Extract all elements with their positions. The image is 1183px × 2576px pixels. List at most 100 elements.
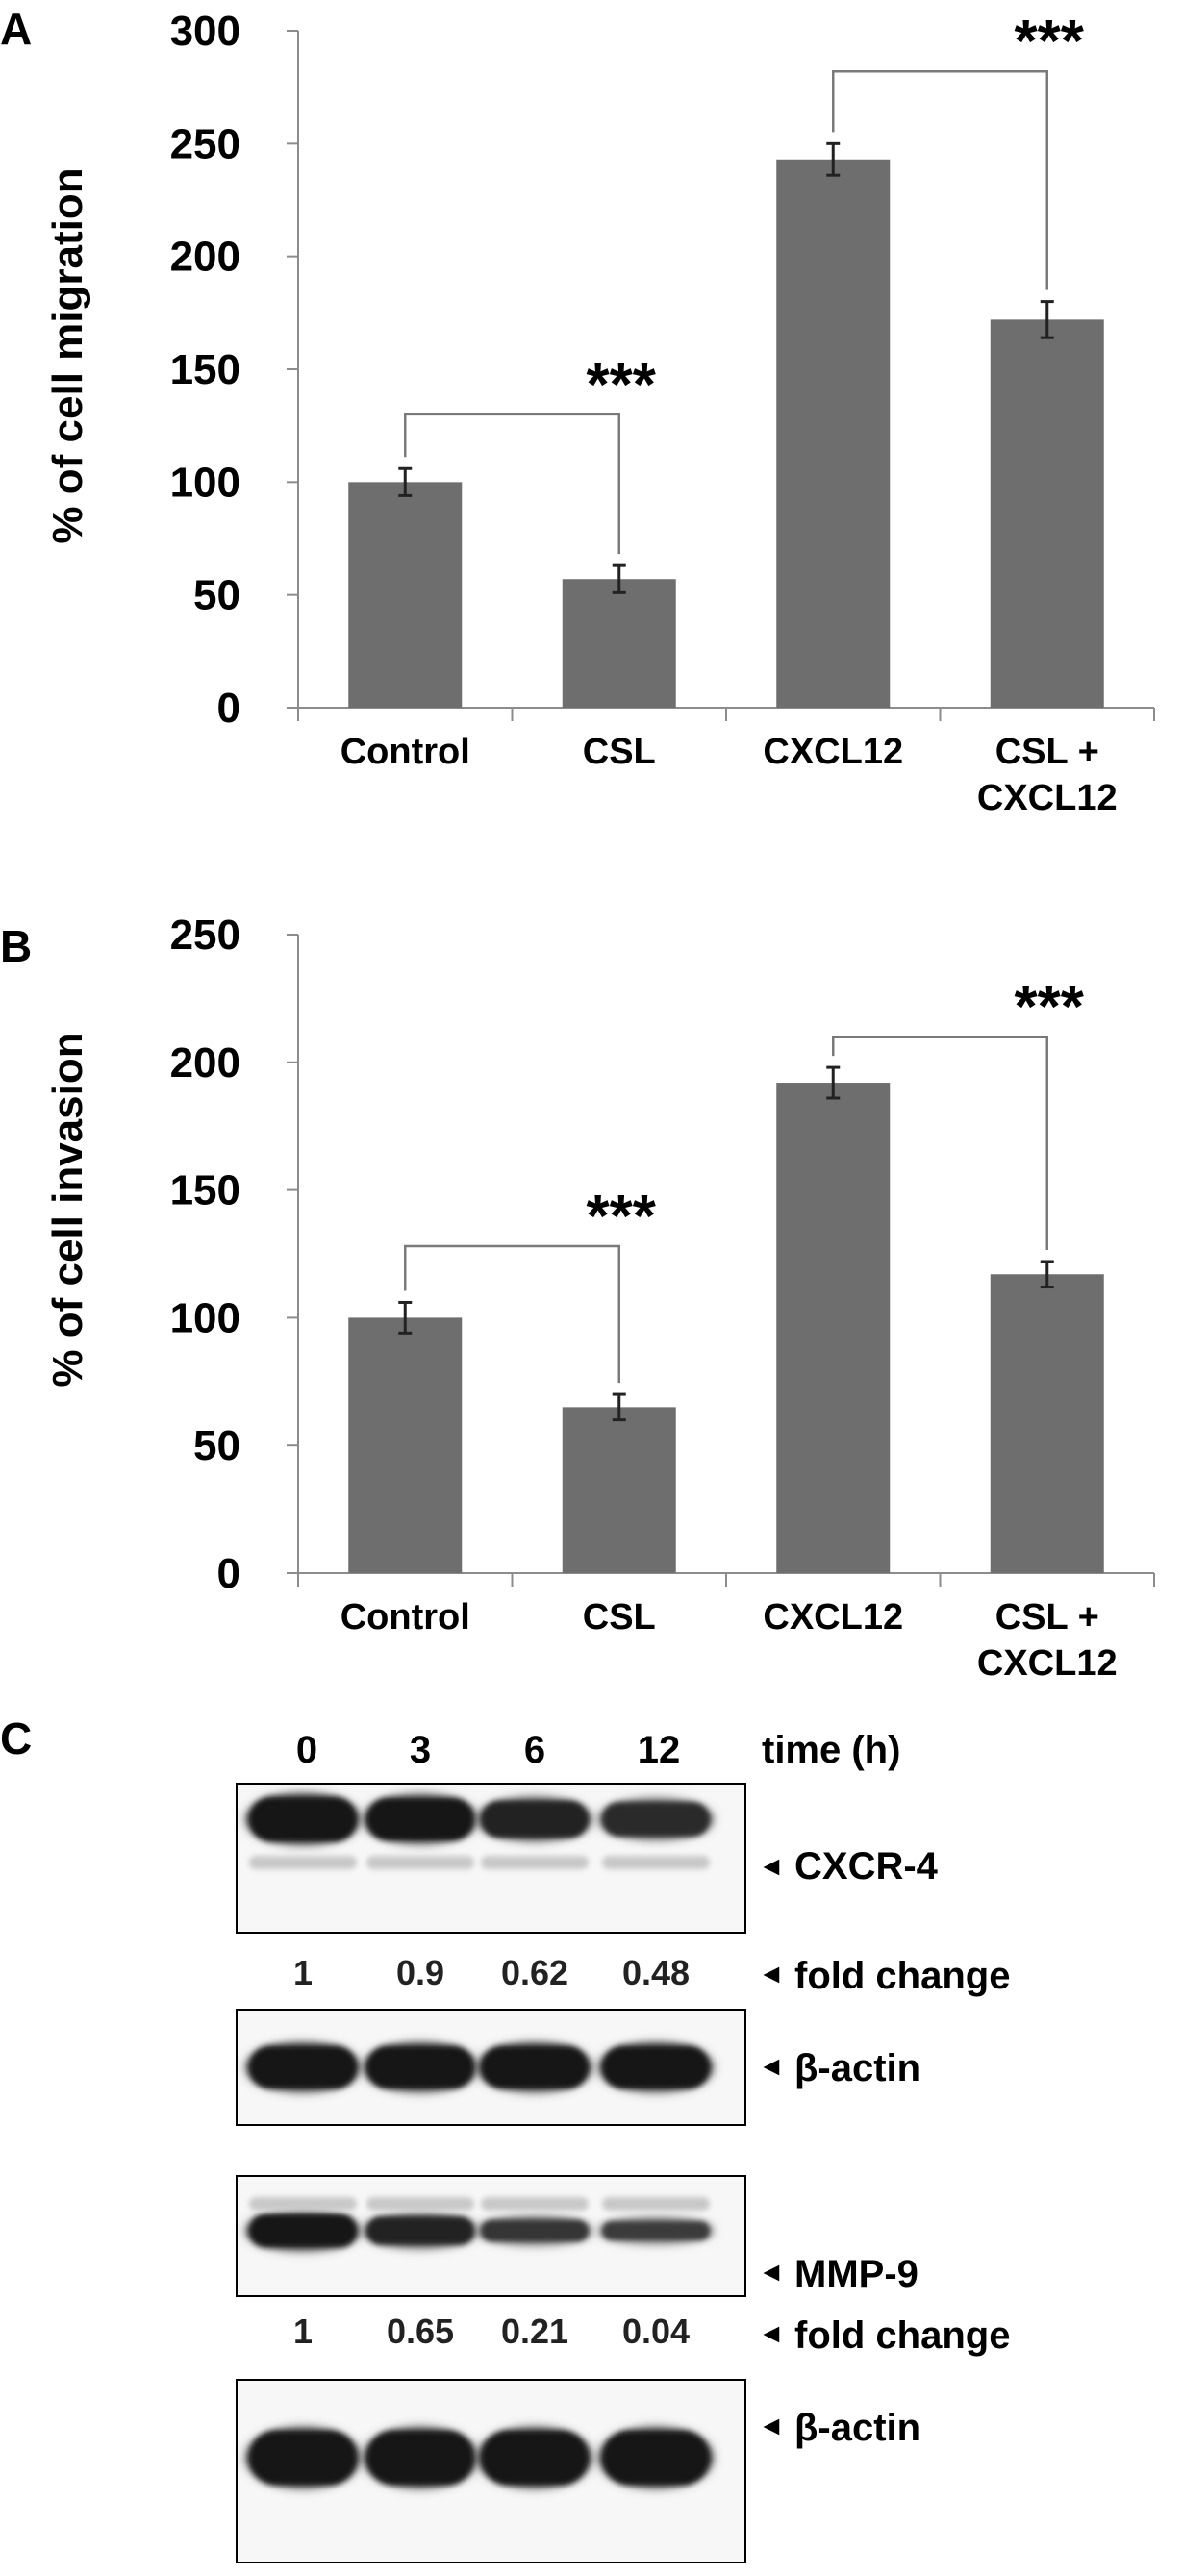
- arrow-fold-1: ◄: [758, 1959, 785, 1988]
- y-tick-label: 200: [170, 1039, 240, 1087]
- fold-value: 0.65: [387, 2312, 454, 2351]
- bar: [990, 1274, 1104, 1573]
- band: [481, 2220, 589, 2241]
- cxcr4-bands: [245, 1793, 714, 1869]
- significance-bracket: [404, 413, 620, 555]
- chart-b: B % of cell invasion 0 50 100 150 200 250 Con…: [0, 912, 1155, 1684]
- error-bar: [1040, 300, 1054, 339]
- fold-value: 0.9: [396, 1953, 444, 1992]
- band: [481, 2046, 589, 2088]
- fold-value: 1: [293, 2312, 313, 2351]
- band: [602, 2221, 710, 2240]
- y-axis-label-b: % of cell invasion: [44, 1032, 91, 1387]
- time-header: 0 3 6 12 time (h): [296, 1729, 901, 1771]
- cxcr4-fold-values: 1 0.9 0.62 0.48: [293, 1953, 690, 1992]
- time-12: 12: [638, 1729, 681, 1771]
- label-fold-2: fold change: [794, 2314, 1010, 2357]
- y-tick-label: 0: [217, 685, 240, 732]
- band: [602, 2431, 710, 2485]
- x-category-label: CSL +: [995, 1597, 1099, 1638]
- x-category-label: CXCL12: [763, 732, 903, 772]
- x-category-label: CXCL12: [763, 1597, 903, 1638]
- label-cxcr4: CXCR-4: [794, 1845, 939, 1888]
- band-nonspecific: [366, 1856, 474, 1869]
- mmp9-bands: [245, 2197, 714, 2251]
- significance-bracket: [404, 1244, 620, 1384]
- label-actin-1: β-actin: [794, 2047, 920, 2089]
- y-axis-label-a: % of cell migration: [44, 167, 91, 543]
- band-nonspecific: [481, 1856, 589, 1869]
- y-tick-label: 200: [170, 234, 240, 281]
- band: [249, 2431, 357, 2485]
- significance-label: ***: [1015, 974, 1085, 1040]
- bar: [562, 579, 676, 708]
- band: [249, 2214, 357, 2247]
- band-nonspecific: [602, 2197, 710, 2211]
- band-nonspecific: [602, 1856, 710, 1869]
- time-3: 3: [410, 1729, 431, 1771]
- band: [366, 2431, 474, 2485]
- band: [602, 2046, 710, 2088]
- bar: [776, 1083, 891, 1573]
- band: [481, 1800, 589, 1838]
- error-bar: [826, 1065, 841, 1100]
- y-tick-label: 150: [170, 1167, 240, 1214]
- actin-bands-2: [245, 2427, 714, 2488]
- y-tick-label: 100: [170, 1294, 240, 1341]
- arrow-actin-1: ◄: [758, 2051, 785, 2081]
- bar: [348, 1317, 463, 1573]
- x-category-label: CSL: [583, 1597, 656, 1638]
- western-blot: C 0 3 6 12 time (h) ◄ CXCR-4 1 0.9 0.62 …: [0, 1713, 1010, 2563]
- time-label: time (h): [762, 1729, 900, 1771]
- error-bar: [826, 141, 841, 177]
- error-bar: [398, 1300, 413, 1335]
- error-bar: [612, 1392, 626, 1422]
- time-6: 6: [524, 1729, 545, 1771]
- band-nonspecific: [249, 2197, 357, 2211]
- arrow-mmp9: ◄: [758, 2257, 785, 2287]
- label-actin-2: β-actin: [794, 2407, 920, 2449]
- bar: [562, 1407, 676, 1573]
- y-tick-label: 50: [193, 1422, 240, 1469]
- y-tick-label: 300: [170, 8, 240, 55]
- significance-bracket: [832, 1035, 1048, 1250]
- label-fold-1: fold change: [794, 1955, 1010, 1997]
- significance-label: ***: [1015, 9, 1085, 75]
- y-tick-label: 0: [217, 1550, 240, 1597]
- significance-bracket: [832, 69, 1048, 290]
- fold-value: 1: [293, 1953, 313, 1992]
- significance-label: ***: [587, 352, 657, 418]
- panel-label-b: B: [0, 921, 32, 971]
- mmp9-fold-values: 1 0.65 0.21 0.04: [293, 2312, 690, 2351]
- error-bar: [612, 563, 626, 594]
- x-category-label: Control: [340, 732, 470, 772]
- x-category-label: CXCL12: [977, 778, 1118, 818]
- arrow-cxcr4: ◄: [758, 1851, 785, 1881]
- band-nonspecific: [366, 2197, 474, 2211]
- band: [366, 2046, 474, 2088]
- band-nonspecific: [249, 1856, 357, 1869]
- chart-a: A % of cell migration 0 50 100 150 200 250 300…: [0, 4, 1155, 818]
- band: [366, 1798, 474, 1840]
- significance-label: ***: [587, 1184, 657, 1250]
- band: [249, 1797, 357, 1841]
- error-bar: [1040, 1260, 1054, 1289]
- actin-bands-1: [245, 2042, 714, 2092]
- band-nonspecific: [481, 2197, 589, 2211]
- y-tick-label: 100: [170, 459, 240, 506]
- x-category-label: CSL: [583, 732, 656, 772]
- band: [481, 2431, 589, 2485]
- y-tick-label: 250: [170, 120, 240, 167]
- error-bar: [398, 466, 413, 497]
- band: [602, 1802, 710, 1837]
- time-0: 0: [296, 1729, 317, 1771]
- fold-value: 0.21: [501, 2312, 568, 2351]
- arrow-fold-2: ◄: [758, 2318, 785, 2348]
- band: [249, 2046, 357, 2088]
- label-mmp9: MMP-9: [794, 2253, 919, 2295]
- bar: [776, 159, 891, 708]
- arrow-actin-2: ◄: [758, 2411, 785, 2440]
- x-category-label: Control: [340, 1597, 470, 1638]
- band: [366, 2216, 474, 2245]
